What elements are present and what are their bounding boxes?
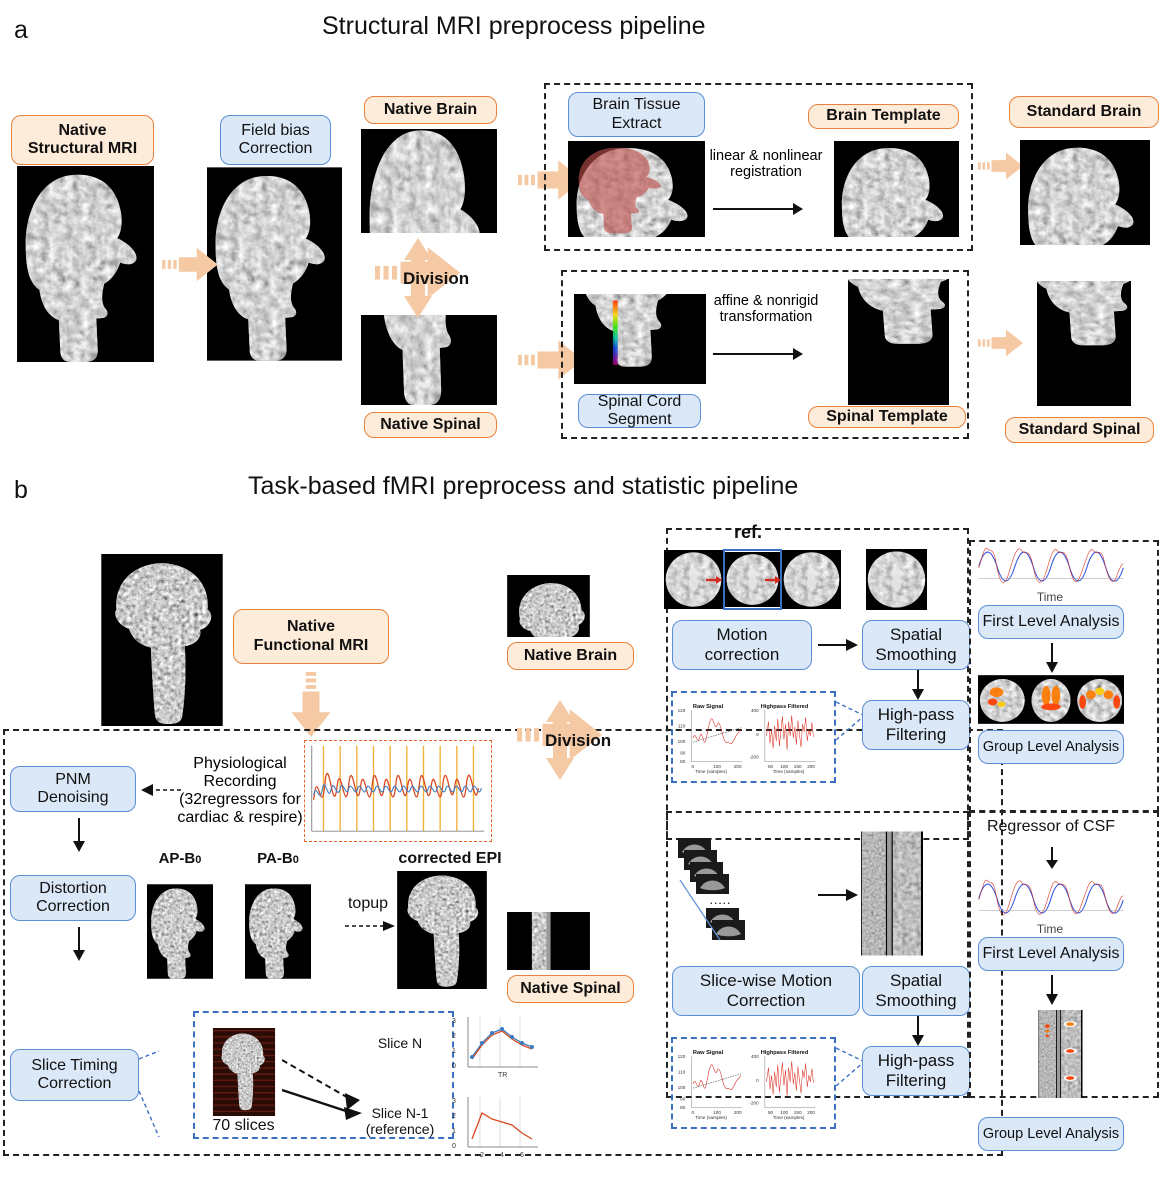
svg-text:3: 3 <box>452 1018 456 1025</box>
svg-text:Division: Division <box>545 731 611 750</box>
svg-text:2: 2 <box>480 1152 484 1159</box>
svg-text:6: 6 <box>520 1152 524 1159</box>
svg-text:0: 0 <box>452 1063 456 1070</box>
svg-text:Division: Division <box>403 269 469 288</box>
svg-text:3: 3 <box>452 1098 456 1105</box>
svg-text:TR: TR <box>498 1072 507 1079</box>
svg-text:1: 1 <box>452 1128 456 1135</box>
svg-text:1: 1 <box>452 1048 456 1055</box>
svg-text:2: 2 <box>452 1033 456 1040</box>
svg-text:4: 4 <box>500 1152 504 1159</box>
svg-text:2: 2 <box>452 1113 456 1120</box>
svg-text:0: 0 <box>452 1143 456 1150</box>
